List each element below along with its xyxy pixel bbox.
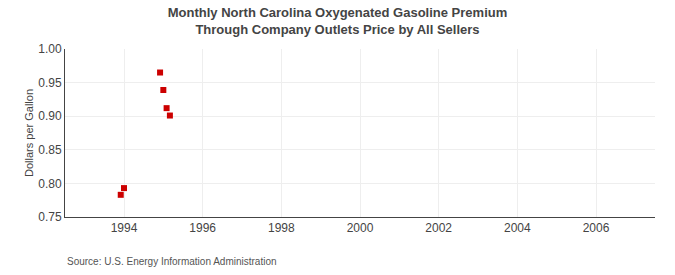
svg-text:2004: 2004 — [504, 221, 531, 235]
svg-text:1998: 1998 — [268, 221, 295, 235]
svg-text:2006: 2006 — [583, 221, 610, 235]
svg-text:2000: 2000 — [347, 221, 374, 235]
svg-text:0.85: 0.85 — [38, 143, 62, 157]
svg-text:1994: 1994 — [111, 221, 138, 235]
svg-text:0.90: 0.90 — [38, 109, 62, 123]
svg-text:0.95: 0.95 — [38, 76, 62, 90]
svg-text:0.75: 0.75 — [38, 210, 62, 224]
svg-text:Monthly North Carolina Oxygena: Monthly North Carolina Oxygenated Gasoli… — [168, 5, 508, 37]
svg-text:1.00: 1.00 — [38, 42, 62, 56]
svg-text:Source: U.S. Energy Informatio: Source: U.S. Energy Information Administ… — [67, 256, 277, 267]
svg-text:0.80: 0.80 — [38, 177, 62, 191]
svg-text:Dollars per Gallon: Dollars per Gallon — [23, 89, 35, 177]
svg-text:1996: 1996 — [189, 221, 216, 235]
svg-text:2002: 2002 — [425, 221, 452, 235]
